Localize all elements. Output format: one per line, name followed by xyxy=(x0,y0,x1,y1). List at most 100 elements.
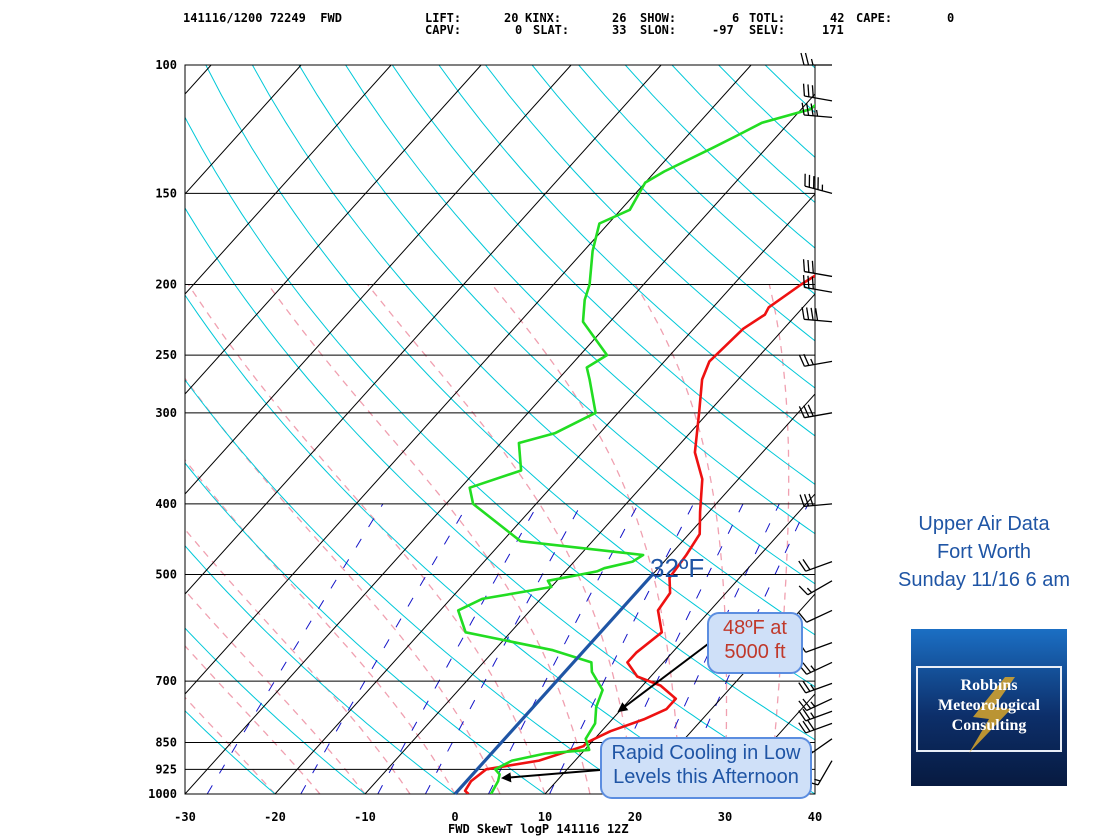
isotherm-line xyxy=(185,65,302,195)
wind-barb-half-flag xyxy=(810,712,815,719)
wind-barb-flag xyxy=(801,102,805,116)
freezing-label: 32ºF xyxy=(650,553,705,583)
wind-barb-staff xyxy=(806,609,833,623)
pressure-tick-labels: 100 150 200 250 300 400 500 700 850 925 1000 xyxy=(148,58,177,801)
logo-text: Robbins Meteorological Consulting xyxy=(911,676,1067,736)
wind-barb-flag xyxy=(802,83,806,97)
company-logo: Robbins Meteorological Consulting xyxy=(911,629,1067,786)
slat-value: 33 xyxy=(612,23,627,37)
isotherm-line xyxy=(185,93,815,794)
wind-barb-staff xyxy=(804,95,833,102)
wind-barb-staff xyxy=(804,286,833,293)
wind-barb-flag xyxy=(798,406,806,418)
wind-barb xyxy=(800,52,832,66)
wind-barb-flag xyxy=(803,494,810,507)
moist-adiabat-line xyxy=(814,788,815,794)
pressure-label: 300 xyxy=(155,406,177,420)
sounding-header: 141116/1200 72249 FWD LIFT: 20 KINX: 26 … xyxy=(0,0,1120,40)
moist-adiabat-line xyxy=(187,284,546,794)
isotherm-line xyxy=(185,65,482,395)
capv-value: 0 xyxy=(515,23,523,37)
side-caption-line1: Upper Air Data xyxy=(918,513,1050,535)
moist-adiabat-line xyxy=(185,528,411,794)
wind-barb xyxy=(804,173,833,194)
wind-barb xyxy=(802,275,833,293)
wind-barb-flag xyxy=(798,700,808,711)
wind-barb xyxy=(798,404,833,419)
callout-48f: 48ºF at 5000 ft xyxy=(707,612,803,674)
temperature-label: 30 xyxy=(718,810,732,824)
wind-barb-flag xyxy=(807,259,810,273)
callout-rapid-cooling: Rapid Cooling in Low Levels this Afterno… xyxy=(600,737,812,799)
side-caption: Upper Air Data Fort Worth Sunday 11/16 6… xyxy=(872,510,1096,594)
wind-barb-half-flag xyxy=(814,778,821,782)
wind-barb-flag xyxy=(811,276,814,290)
wind-barb-staff xyxy=(804,360,833,367)
wind-barb-half-flag xyxy=(806,587,813,594)
wind-barb-staff xyxy=(805,642,833,653)
pressure-label: 1000 xyxy=(148,787,177,801)
wind-barb-flag xyxy=(802,698,812,710)
pressure-label: 200 xyxy=(155,277,177,291)
wind-barb-flag xyxy=(798,354,806,367)
slat-label: SLAT: xyxy=(533,23,570,37)
wind-barb-flag xyxy=(811,260,814,274)
annotation-arrows xyxy=(501,643,709,783)
cape-value: 0 xyxy=(947,11,955,25)
wind-barb-staff xyxy=(804,503,833,507)
wind-barb-flag xyxy=(799,494,805,507)
moist-adiabat-line xyxy=(267,284,591,794)
wind-barb-flag xyxy=(798,585,809,596)
plot-border xyxy=(184,64,816,795)
wind-barb-flag xyxy=(802,708,811,720)
isotherm-line xyxy=(185,65,392,295)
wind-barb-staff xyxy=(808,738,833,756)
station-id: 141116/1200 72249 FWD xyxy=(183,11,342,25)
dry-adiabat-line xyxy=(185,710,276,794)
isotherm-line xyxy=(0,65,121,794)
wind-barb-flag xyxy=(806,719,815,731)
temperature-label: 10 xyxy=(538,810,552,824)
wind-barb-flag xyxy=(810,103,814,116)
dry-adiabat-line xyxy=(185,379,636,794)
wind-barb-flag xyxy=(802,275,806,288)
wind-barb-flag xyxy=(814,308,819,321)
wind-barb xyxy=(798,708,833,722)
pressure-label: 250 xyxy=(155,348,177,362)
wind-barb-staff xyxy=(804,412,833,419)
wind-barb xyxy=(798,353,833,367)
wind-barb-flag xyxy=(808,493,814,506)
moist-adiabat-line xyxy=(185,458,456,794)
dewpoint-line xyxy=(456,103,815,794)
wind-barb-flag xyxy=(807,84,810,97)
mixing-ratio-line xyxy=(424,503,582,794)
moist-adiabats xyxy=(185,284,815,794)
arrow-rapid-cooling xyxy=(501,769,601,783)
pressure-label: 100 xyxy=(155,58,177,72)
pressure-label: 150 xyxy=(155,186,177,200)
wind-barb-half-flag xyxy=(810,665,816,671)
wind-barb xyxy=(798,719,833,734)
wind-barb-flag xyxy=(798,722,807,734)
logo-line1: Robbins xyxy=(960,677,1018,694)
wind-barb-staff xyxy=(804,114,833,119)
wind-barb-flag xyxy=(798,682,807,694)
wind-barb-staff xyxy=(804,270,833,278)
capv-label: CAPV: xyxy=(425,23,462,37)
wind-barb xyxy=(802,259,833,278)
selv-value: 171 xyxy=(822,23,844,37)
isobars xyxy=(185,64,815,795)
wind-barb-flag xyxy=(802,662,812,673)
selv-label: SELV: xyxy=(749,23,786,37)
wind-barb xyxy=(802,83,833,102)
callout-48f-line1: 48ºF at xyxy=(722,617,787,639)
isotherm-line xyxy=(544,493,815,794)
cape-label: CAPE: xyxy=(856,11,893,25)
temperature-label: 20 xyxy=(628,810,642,824)
totl-value: 42 xyxy=(830,11,845,25)
temperature-label: -10 xyxy=(354,810,376,824)
wind-barb xyxy=(801,102,833,119)
wind-barb xyxy=(798,609,833,623)
freezing-line-group xyxy=(453,573,654,796)
wind-barb-flag xyxy=(802,559,811,571)
